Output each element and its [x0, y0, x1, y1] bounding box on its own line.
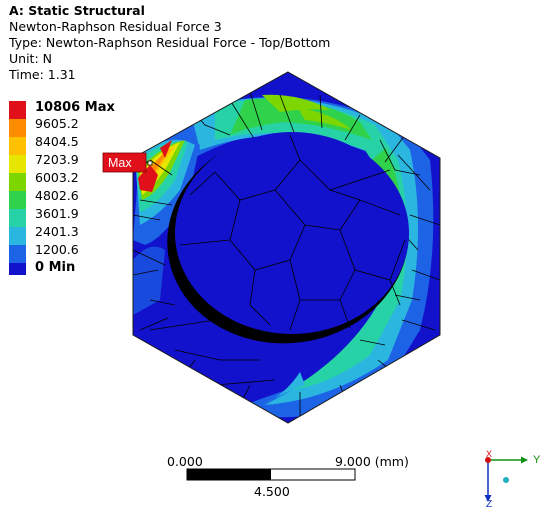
legend-swatch [9, 119, 26, 137]
legend-label: 2401.3 [35, 224, 79, 239]
legend-label: 4802.6 [35, 188, 79, 203]
legend-swatch [9, 227, 26, 245]
legend-swatch [9, 155, 26, 173]
legend-label-max: 10806 Max [35, 100, 115, 115]
scale-bar: 0.000 9.000 (mm) 4.500 [150, 452, 410, 502]
z-axis-arrow [484, 495, 492, 502]
legend-swatch [9, 137, 26, 155]
z-axis-label: Z [486, 499, 492, 508]
axis-triad[interactable]: X Y Z [476, 448, 543, 508]
bolt-hole-face [167, 132, 409, 344]
scale-right-label: 9.000 (mm) [335, 454, 409, 469]
legend-swatch [9, 173, 26, 191]
x-axis-dot [485, 457, 491, 463]
legend-label: 6003.2 [35, 170, 79, 185]
scale-left-label: 0.000 [167, 454, 203, 469]
legend-label: 1200.6 [35, 242, 79, 257]
legend-label-min: 0 Min [35, 260, 76, 275]
legend-swatch [9, 263, 26, 275]
scale-mid-label: 4.500 [254, 484, 290, 499]
result-name: Newton-Raphson Residual Force 3 [9, 19, 222, 34]
y-axis-label: Y [533, 454, 541, 466]
x-axis-label: X [486, 449, 492, 459]
result-time: Time: 1.31 [9, 67, 76, 82]
legend-swatch [9, 191, 26, 209]
legend-label: 9605.2 [35, 116, 79, 131]
legend-swatch [9, 245, 26, 263]
max-probe[interactable]: Max [102, 152, 153, 173]
legend-swatch [9, 101, 26, 119]
max-probe-label: Max [108, 156, 132, 170]
legend-label: 3601.9 [35, 206, 79, 221]
scale-bar-graphic [186, 468, 356, 481]
result-unit: Unit: N [9, 51, 52, 66]
result-type: Type: Newton-Raphson Residual Force - To… [9, 35, 331, 50]
legend-label: 7203.9 [35, 152, 79, 167]
analysis-title: A: Static Structural [9, 3, 145, 18]
legend-swatch [9, 209, 26, 227]
y-axis-arrow [521, 456, 528, 464]
legend-label: 8404.5 [35, 134, 79, 149]
triad-iso-ball [503, 477, 509, 483]
result-header: A: Static Structural Newton-Raphson Resi… [9, 3, 330, 83]
contour-legend[interactable]: 10806 Max 9605.2 8404.5 7203.9 6003.2 48… [9, 100, 129, 275]
